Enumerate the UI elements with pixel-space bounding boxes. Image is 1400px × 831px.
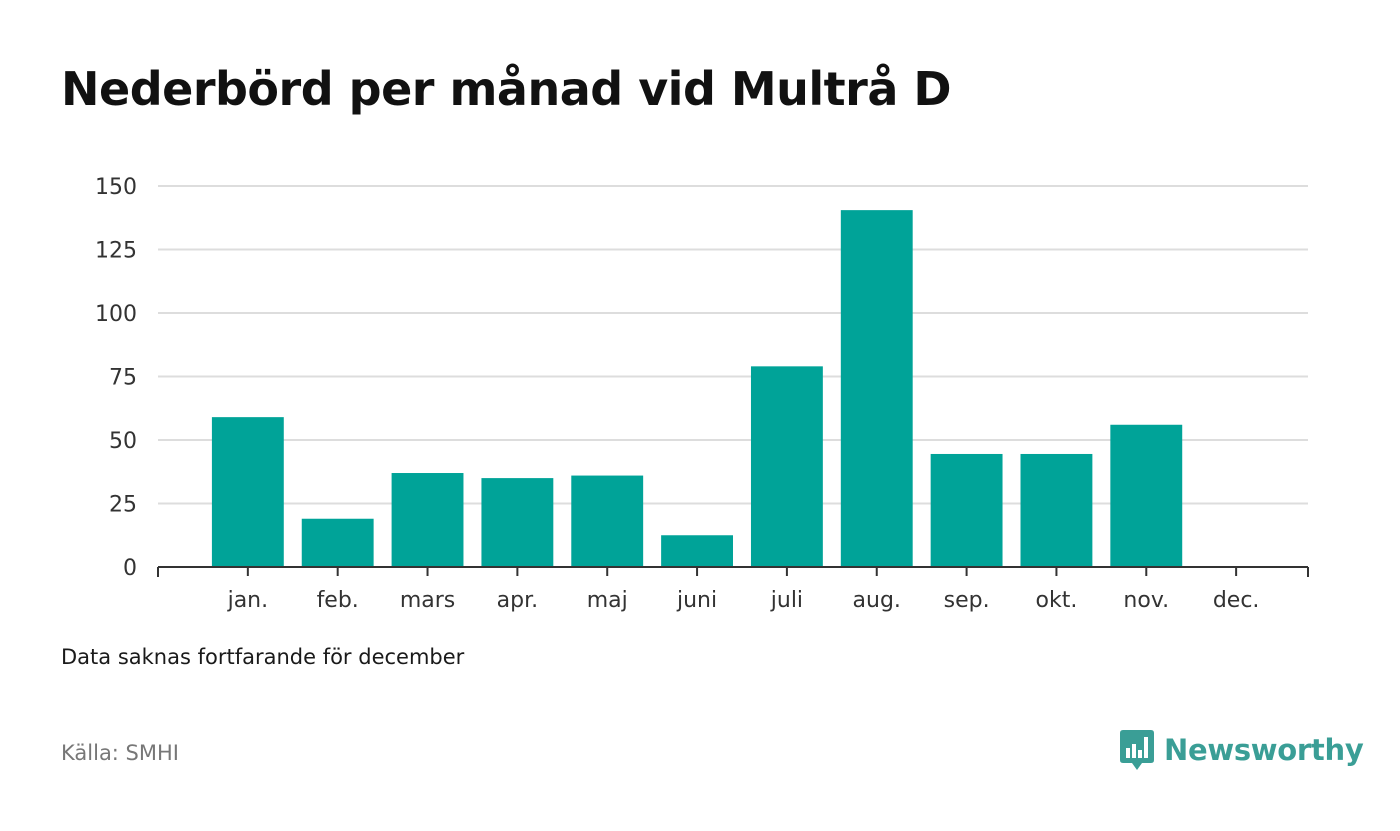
brand-name: Newsworthy <box>1164 733 1364 767</box>
bar <box>211 417 284 567</box>
x-tick-label: dec. <box>1213 588 1260 613</box>
bar <box>750 366 823 567</box>
x-tick-label: okt. <box>1036 588 1078 613</box>
source-label: Källa: SMHI <box>61 741 179 765</box>
x-tick-label: juli <box>770 588 803 613</box>
x-tick-label: feb. <box>317 588 359 613</box>
x-tick-label: jan. <box>227 588 269 613</box>
bar-chart: 0 25 50 75 100 125 150 jan. feb. mars apr. maj juni… <box>95 175 1309 613</box>
x-tick-label: sep. <box>944 588 990 613</box>
x-axis-labels: jan. feb. mars apr. maj juni juli aug. sep. okt. n… <box>227 588 1260 613</box>
chart-title: Nederbörd per månad vid Multrå D <box>61 62 952 116</box>
y-tick-label: 50 <box>109 429 137 454</box>
y-tick-label: 0 <box>123 556 137 581</box>
bar <box>301 518 374 567</box>
x-tick-label: juni <box>676 588 717 613</box>
bar <box>391 473 464 567</box>
x-tick-label: maj <box>587 588 628 613</box>
bars <box>211 210 1183 567</box>
bar <box>930 453 1003 567</box>
y-tick-label: 125 <box>95 239 137 264</box>
y-axis-labels: 0 25 50 75 100 125 150 <box>95 175 137 581</box>
bar <box>1020 453 1093 567</box>
bar <box>1110 424 1183 567</box>
chart-note: Data saknas fortfarande för december <box>61 645 465 669</box>
x-tick-label: aug. <box>853 588 901 613</box>
newsworthy-logo[interactable]: Newsworthy <box>1118 728 1364 772</box>
bar <box>840 210 913 567</box>
y-tick-label: 150 <box>95 175 137 200</box>
x-axis <box>157 566 1309 577</box>
x-tick-label: apr. <box>497 588 538 613</box>
y-tick-label: 75 <box>109 366 137 391</box>
x-tick-label: nov. <box>1123 588 1169 613</box>
bar <box>661 535 733 567</box>
newsworthy-logo-icon <box>1120 730 1154 770</box>
bar <box>481 478 554 567</box>
bar <box>571 475 644 567</box>
y-tick-label: 25 <box>109 493 137 518</box>
x-tick-label: mars <box>400 588 455 613</box>
y-tick-label: 100 <box>95 302 137 327</box>
